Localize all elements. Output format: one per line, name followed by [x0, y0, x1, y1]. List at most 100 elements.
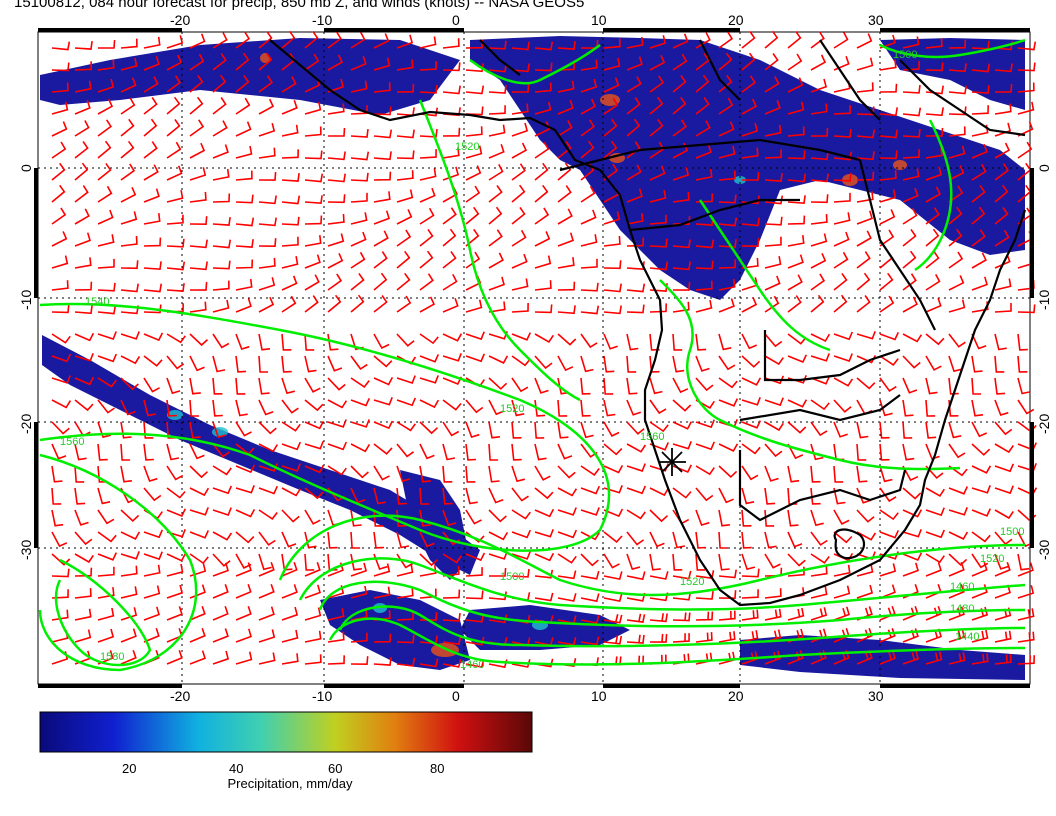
wind-barb: [442, 465, 453, 483]
wind-barb: [350, 609, 368, 621]
wind-barb: [51, 207, 67, 225]
wind-barb: [994, 553, 1009, 570]
wind-barb: [879, 530, 900, 539]
wind-barb: [902, 509, 923, 518]
wind-barb: [810, 553, 830, 564]
wind-barb: [856, 33, 873, 49]
wind-barb: [97, 98, 114, 115]
wind-barb: [787, 354, 808, 364]
wind-barb: [143, 188, 160, 203]
wind-barb: [143, 56, 160, 71]
wind-barb: [143, 355, 163, 367]
wind-barb: [465, 613, 485, 623]
wind-barb: [534, 529, 554, 538]
wind-barb: [672, 167, 690, 181]
wind-barb: [741, 147, 759, 159]
wind-barb: [695, 419, 715, 429]
lon-tick-label: -20: [170, 688, 191, 704]
wind-barb: [419, 36, 437, 49]
wind-barb: [120, 399, 136, 416]
wind-barb: [695, 377, 714, 392]
wind-barb: [189, 650, 206, 665]
wind-barb: [488, 63, 508, 73]
wind-barb: [948, 126, 966, 137]
wind-barb: [235, 509, 256, 518]
wind-barb: [833, 105, 851, 115]
wind-barb: [511, 142, 528, 159]
wind-barb: [557, 399, 568, 417]
wind-barb: [258, 147, 276, 159]
wind-barb: [925, 38, 943, 49]
wind-barb: [258, 562, 275, 577]
wind-barb: [994, 184, 1009, 203]
wind-barb: [51, 121, 68, 137]
wind-barb: [465, 206, 480, 225]
wind-barb: [741, 509, 752, 527]
wind-barb: [971, 377, 982, 395]
wind-barb: [695, 487, 714, 502]
wind-barb: [120, 377, 139, 391]
wind-barb: [143, 118, 158, 137]
wind-barb: [419, 399, 440, 409]
wind-barb: [143, 443, 154, 461]
colorbar: [39, 711, 533, 753]
wind-barb: [373, 355, 393, 368]
wind-barb: [856, 584, 874, 599]
wind-barb: [51, 82, 69, 93]
wind-barb: [580, 78, 598, 93]
wind-barb: [1017, 101, 1035, 115]
wind-barb: [189, 465, 209, 479]
wind-barb: [465, 228, 480, 247]
wind-barb: [626, 634, 645, 644]
wind-barb: [626, 443, 647, 453]
wind-barb: [925, 62, 944, 72]
wind-barb: [626, 571, 646, 581]
wind-barb: [235, 97, 251, 115]
wind-barb: [879, 83, 898, 93]
wind-barb: [74, 443, 87, 461]
wind-barb: [212, 260, 231, 270]
wind-barb: [626, 283, 646, 293]
wind-barb: [603, 97, 619, 115]
wind-barb: [672, 487, 692, 499]
wind-barb: [557, 40, 576, 50]
wind-barb: [718, 259, 737, 269]
wind-barb: [833, 272, 848, 291]
wind-barb: [396, 170, 414, 181]
wind-barb: [971, 465, 992, 474]
wind-barb: [212, 553, 231, 567]
wind-barb: [74, 531, 93, 546]
wind-barb: [787, 53, 803, 71]
wind-barb: [189, 216, 208, 226]
wind-barb: [764, 149, 782, 159]
wind-barb: [419, 61, 437, 71]
wind-barb: [879, 421, 890, 439]
wind-barb: [304, 235, 322, 247]
wind-barb: [74, 553, 94, 564]
wind-barb: [787, 215, 806, 225]
wind-barb: [787, 443, 804, 460]
contour-label: 1480: [950, 603, 974, 615]
wind-barb: [304, 553, 315, 571]
wind-barb: [281, 561, 298, 577]
wind-barb: [97, 628, 115, 643]
wind-barb: [419, 443, 435, 460]
wind-barb: [189, 301, 207, 313]
wind-barb: [534, 377, 549, 394]
wind-barb: [534, 333, 554, 343]
wind-barb: [166, 650, 183, 665]
wind-barb: [97, 377, 117, 388]
wind-barb: [603, 235, 621, 247]
wind-barb: [97, 331, 117, 340]
wind-barb: [764, 256, 782, 269]
wind-barb: [373, 487, 386, 505]
wind-barb: [419, 553, 439, 567]
wind-barb: [304, 399, 324, 412]
wind-barb: [603, 421, 620, 437]
wind-barb: [74, 61, 92, 71]
wind-barb: [534, 399, 546, 417]
wind-barb: [626, 485, 647, 495]
wind-barb: [925, 85, 944, 95]
wind-barb: [442, 228, 457, 247]
wind-barb: [695, 299, 713, 313]
